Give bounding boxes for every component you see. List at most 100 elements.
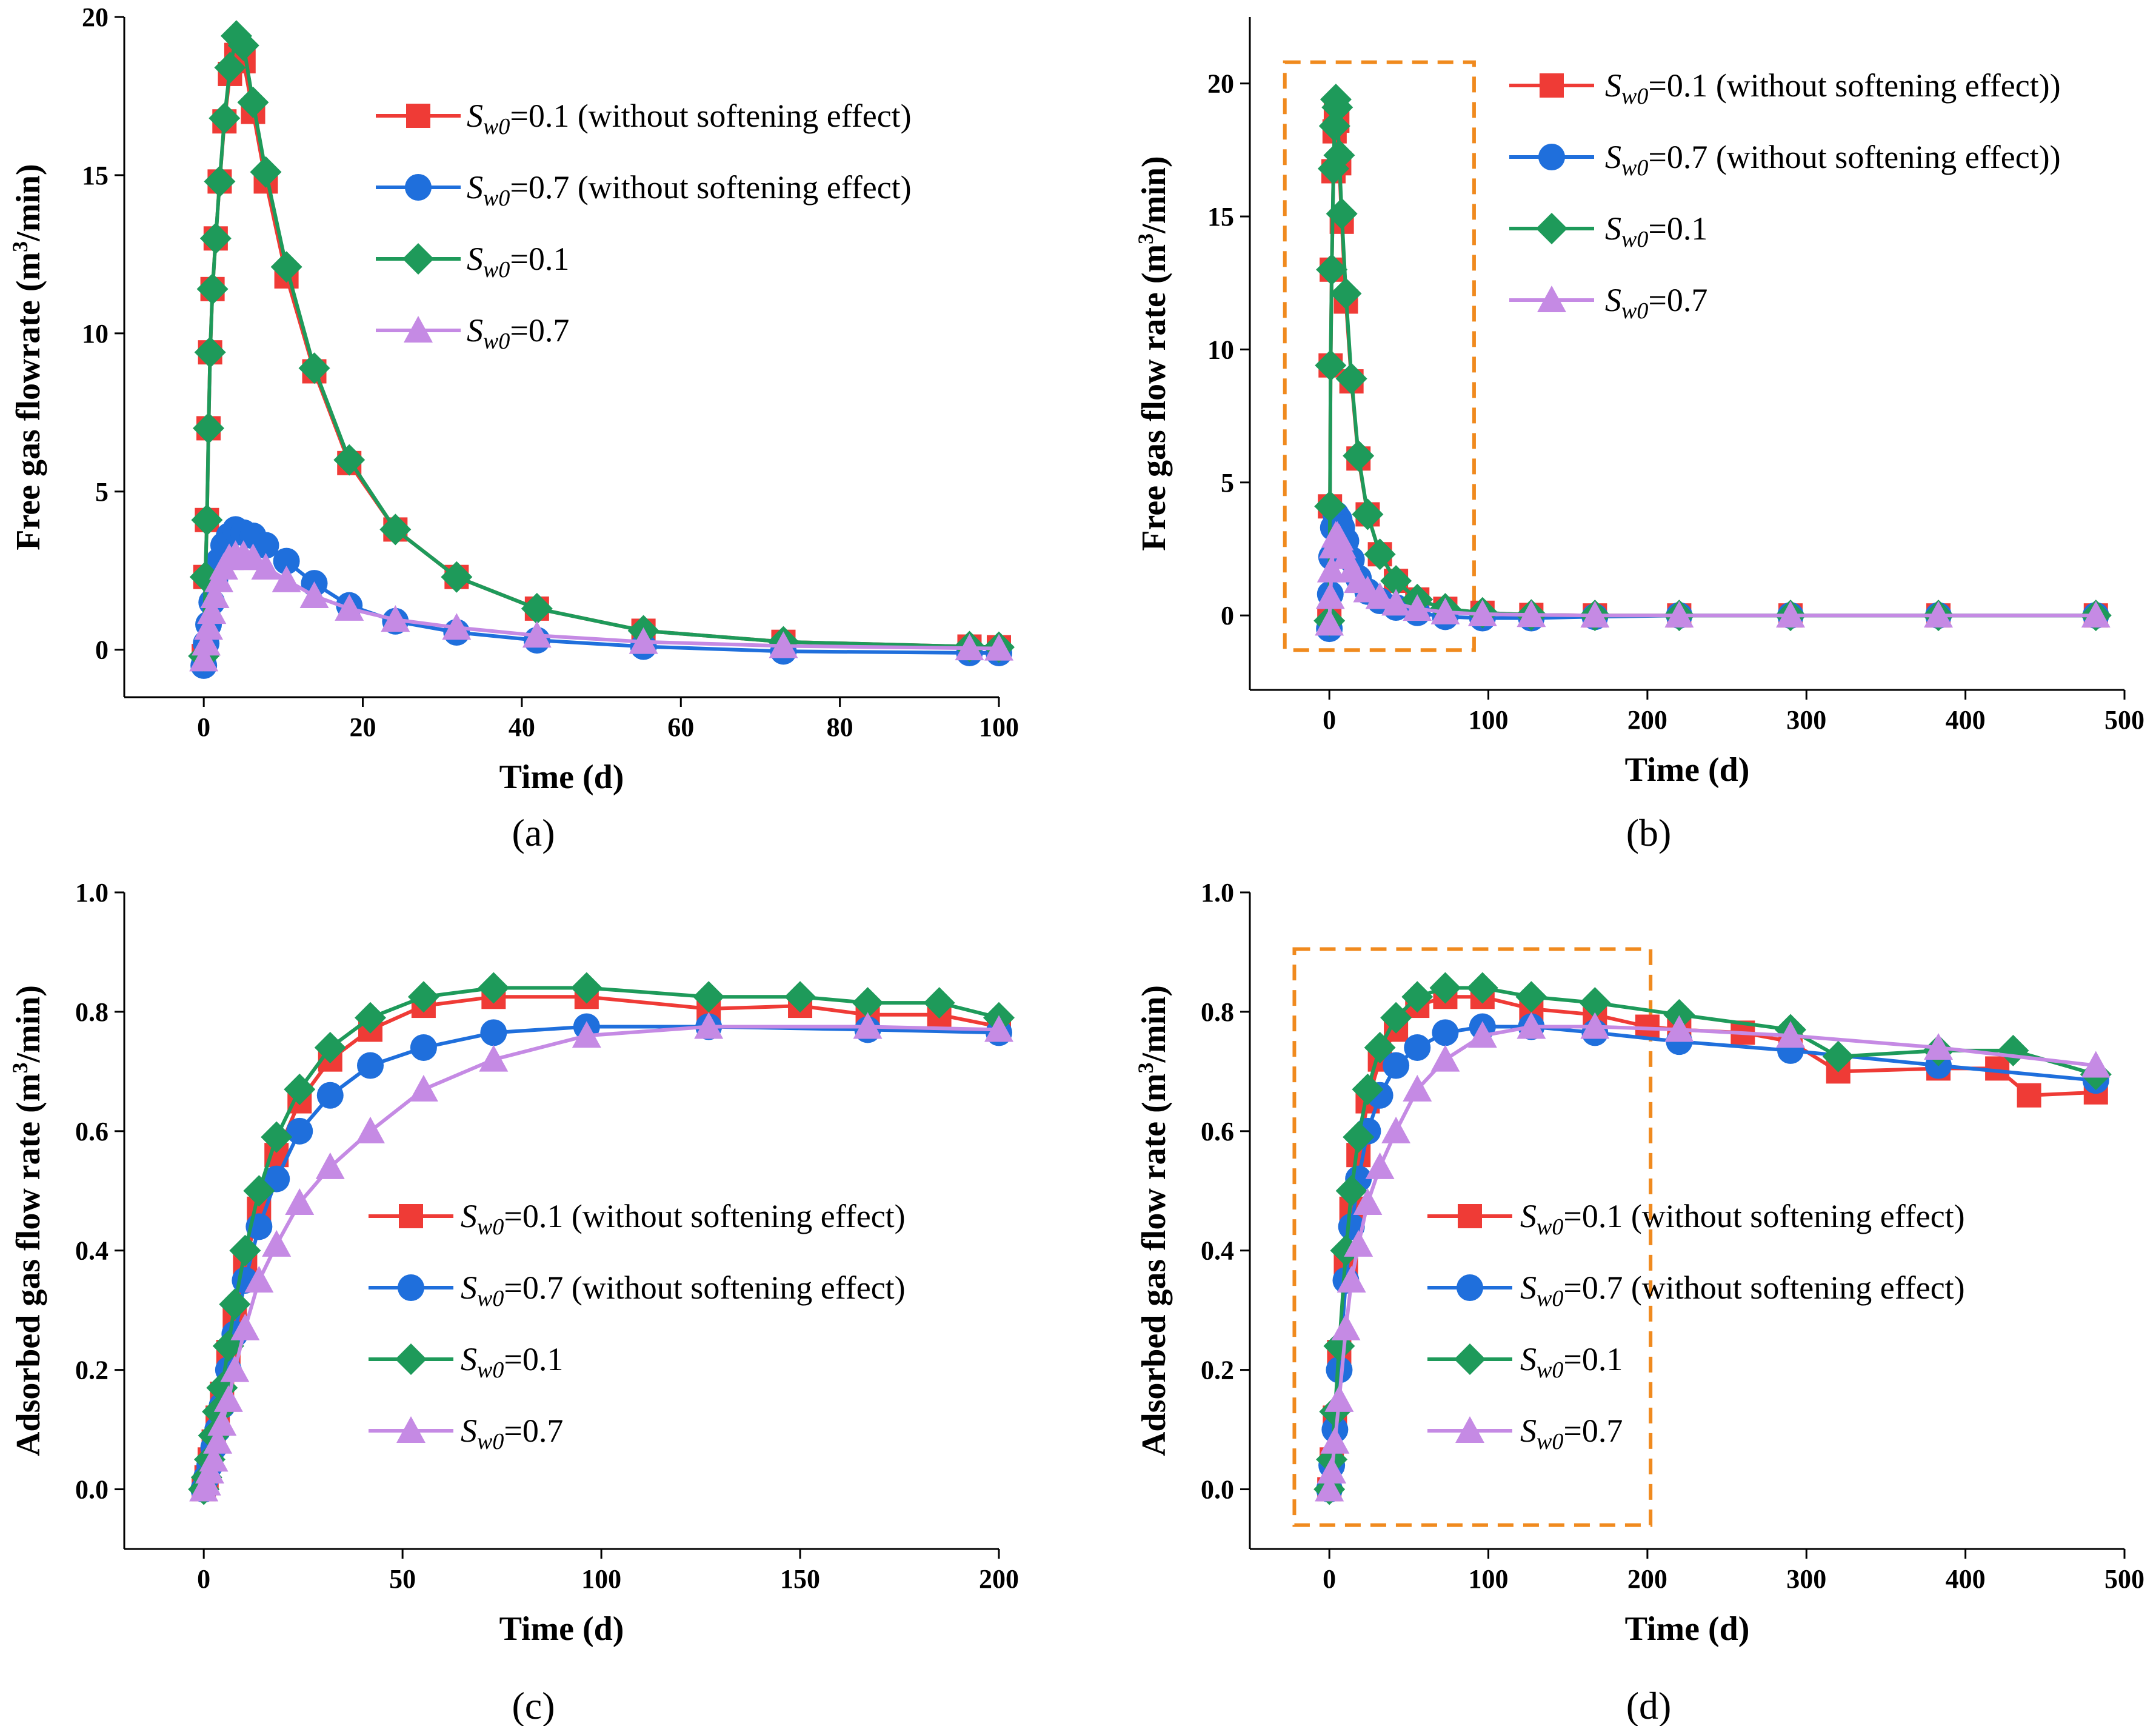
data-point [189, 644, 219, 672]
legend-label: Sw0=0.7 (without softening effect) [461, 1269, 906, 1311]
data-point [984, 634, 1013, 661]
data-point [273, 547, 300, 575]
y-tick-label: 0.8 [1201, 997, 1234, 1027]
data-point [237, 86, 269, 118]
y-axis-label: Free gas flow rate (m3/min) [1133, 156, 1173, 550]
data-point [1315, 1474, 1344, 1502]
data-point [355, 1002, 387, 1034]
x-tick-label: 300 [1786, 705, 1826, 735]
data-point [1430, 1045, 1460, 1072]
panel-label: (a) [512, 811, 555, 854]
x-tick-label: 0 [197, 1564, 210, 1594]
data-point [1381, 589, 1411, 616]
legend-label: Sw0=0.1 [1520, 1341, 1623, 1383]
series-line-0 [202, 53, 1000, 657]
data-point [1580, 1012, 1610, 1039]
data-point [1381, 1116, 1411, 1143]
data-point [1331, 1313, 1361, 1340]
y-tick-label: 1.0 [75, 878, 108, 908]
legend: Sw0=0.1 (without softening effect) Sw0=0.… [1427, 1198, 1965, 1454]
data-point [1517, 600, 1546, 627]
data-point [1353, 1188, 1383, 1215]
x-axis-label: Time (d) [1625, 751, 1750, 789]
data-point [316, 1082, 344, 1109]
legend-label: Sw0=0.7 (without softening effect) [467, 169, 912, 211]
data-point [219, 1288, 251, 1320]
data-point [214, 52, 246, 84]
data-point [1776, 601, 1806, 628]
data-point [480, 1019, 507, 1046]
data-point [478, 972, 510, 1004]
data-point [1466, 972, 1498, 1004]
data-point [1664, 1015, 1694, 1042]
y-tick-label: 10 [1207, 335, 1234, 364]
x-tick-label: 500 [2104, 1564, 2144, 1594]
data-point [200, 581, 230, 609]
data-point [1364, 1031, 1396, 1063]
legend-label: Sw0=0.7 [1605, 282, 1707, 324]
legend: Sw0=0.1 (without softening effect) Sw0=0.… [369, 1198, 906, 1454]
y-axis-label: Free gas flowrate (m3/min) [8, 164, 47, 550]
panel-label: (c) [512, 1684, 555, 1726]
legend-swatch-marker [1538, 144, 1565, 170]
data-point [1320, 1427, 1350, 1454]
series-line-2 [1327, 98, 2096, 621]
x-tick-label: 300 [1786, 1564, 1826, 1594]
legend-swatch-marker [1537, 286, 1566, 312]
data-point [379, 513, 412, 546]
plot-area [1313, 84, 2112, 643]
data-point [441, 561, 473, 593]
data-point [1337, 1265, 1366, 1293]
data-point [1515, 981, 1547, 1013]
x-tick-label: 100 [1469, 705, 1509, 735]
y-tick-label: 0 [95, 635, 108, 665]
data-point [1467, 599, 1497, 626]
data-point [285, 1188, 315, 1215]
data-point [984, 1015, 1013, 1042]
data-point [1924, 1032, 1954, 1060]
data-point [230, 1313, 260, 1340]
data-point [1343, 440, 1375, 472]
data-point [1776, 1021, 1806, 1048]
legend-swatch-marker [399, 1204, 423, 1228]
legend-swatch-marker [405, 174, 432, 201]
data-point [1318, 153, 1350, 185]
data-point [1365, 1152, 1395, 1179]
x-tick-label: 200 [1627, 705, 1667, 735]
legend-swatch-marker [398, 1274, 424, 1301]
data-point [1323, 139, 1355, 172]
x-tick-label: 0 [197, 712, 210, 742]
data-point [1316, 253, 1348, 286]
data-point [1432, 1019, 1459, 1046]
x-tick-label: 100 [581, 1564, 621, 1594]
legend-label: Sw0=0.7 (without softening effect) [1520, 1269, 1965, 1311]
data-point [192, 629, 221, 656]
legend-label: Sw0=0.1 (without softening effect) [461, 1198, 906, 1240]
data-point [284, 1073, 316, 1105]
data-point [923, 987, 955, 1019]
y-tick-label: 5 [95, 477, 108, 507]
legend-swatch-marker [1536, 213, 1567, 244]
series-line-1 [1327, 1025, 2097, 1490]
x-axis-label: Time (d) [1625, 1610, 1750, 1648]
data-point [261, 1121, 293, 1153]
y-tick-label: 5 [1221, 468, 1234, 498]
data-point [197, 597, 227, 624]
data-point [1314, 490, 1346, 523]
data-point [194, 336, 226, 369]
data-point [1380, 1002, 1412, 1034]
data-point [693, 981, 725, 1013]
data-point [191, 504, 223, 536]
data-point [1467, 1021, 1497, 1048]
y-tick-label: 0.4 [1201, 1236, 1234, 1266]
y-tick-label: 0.2 [75, 1356, 108, 1385]
data-point [784, 981, 816, 1013]
x-tick-label: 400 [1946, 1564, 1986, 1594]
data-point [1430, 597, 1460, 624]
y-tick-label: 0.8 [75, 997, 108, 1027]
data-point [357, 1052, 384, 1079]
data-point [1317, 1457, 1347, 1484]
data-point [1318, 110, 1350, 142]
data-point [1517, 1012, 1546, 1039]
